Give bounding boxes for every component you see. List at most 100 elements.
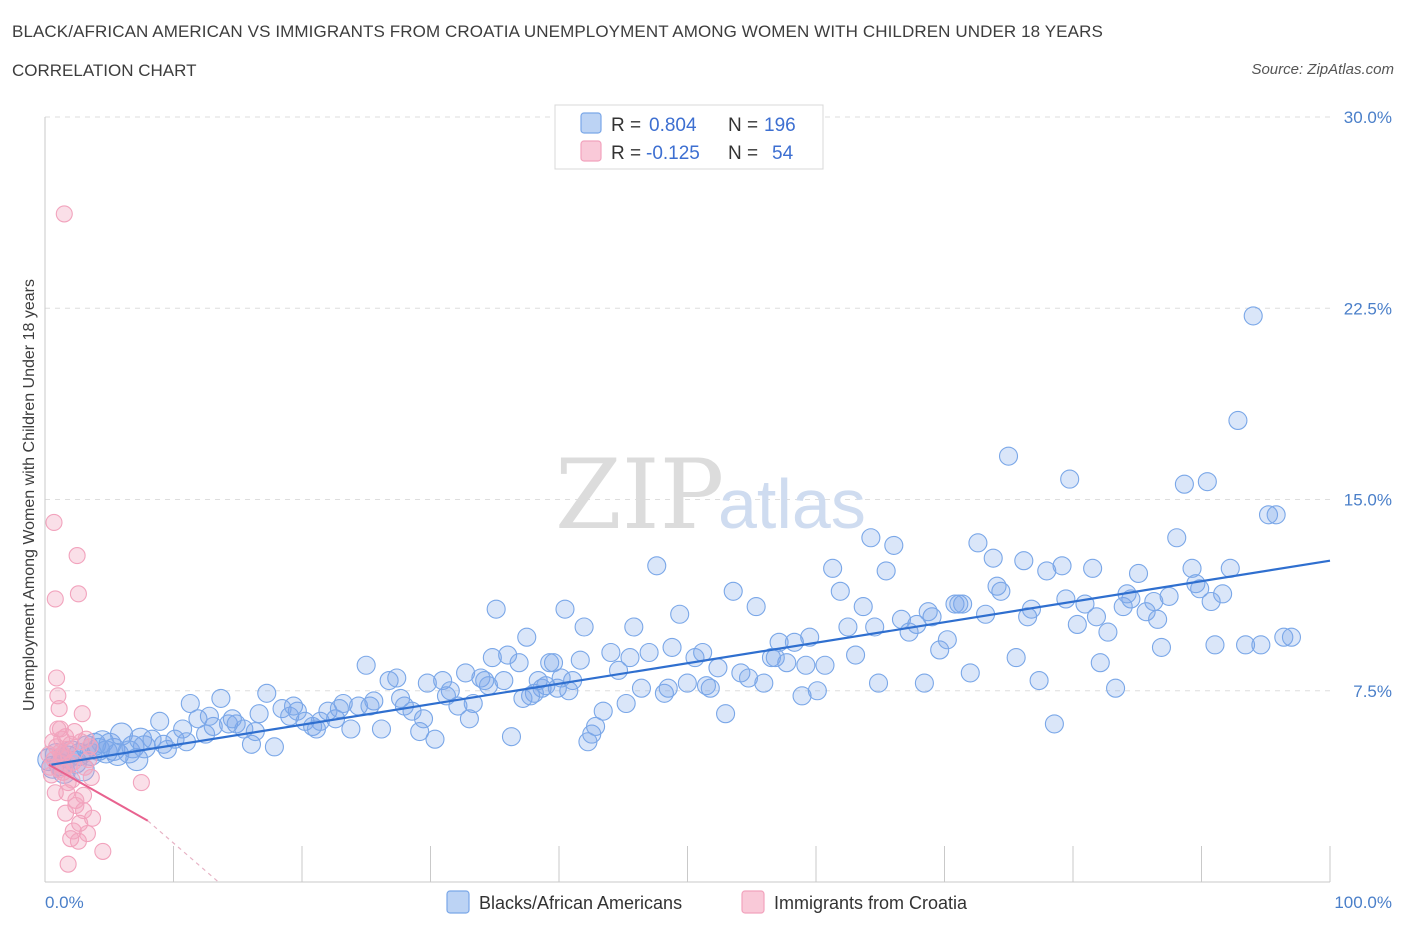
blue-point-85 xyxy=(574,617,594,637)
y-tick-label-1: 15.0% xyxy=(1344,491,1392,510)
blue-point-123 xyxy=(853,597,873,617)
blue-point-125 xyxy=(868,673,889,693)
legend-n-label-1: N = xyxy=(728,115,758,136)
blue-point-59 xyxy=(387,668,407,688)
legend-swatch-pink xyxy=(580,140,602,162)
blue-point-36 xyxy=(211,688,231,708)
blue-point-64 xyxy=(425,729,445,749)
pink-point-22 xyxy=(68,547,86,565)
blue-point-170 xyxy=(1213,584,1233,604)
blue-point-191 xyxy=(949,594,969,614)
chart-subtitle: CORRELATION CHART xyxy=(12,61,197,80)
y-axis-label: Unemployment Among Women with Children U… xyxy=(21,279,38,711)
blue-point-43 xyxy=(264,737,284,757)
blue-point-126 xyxy=(876,561,896,581)
blue-point-212 xyxy=(513,688,533,708)
blue-point-97 xyxy=(654,683,674,703)
blue-point-127 xyxy=(884,535,904,555)
blue-point-35 xyxy=(203,716,223,737)
trend-line-blacks xyxy=(51,559,1331,766)
blue-point-211 xyxy=(475,670,495,691)
blue-point-206 xyxy=(360,696,380,716)
blue-point-163 xyxy=(1159,586,1179,606)
blue-point-131 xyxy=(914,673,934,693)
blue-point-193 xyxy=(1018,607,1038,627)
blue-point-56 xyxy=(364,691,384,711)
blue-point-133 xyxy=(930,640,950,660)
blue-point-72 xyxy=(482,648,502,668)
x-tick-label-1: 100.0% xyxy=(1334,893,1392,912)
pink-point-23 xyxy=(69,585,87,603)
blue-point-88 xyxy=(586,716,606,737)
blue-point-203 xyxy=(283,696,304,716)
blue-point-189 xyxy=(865,617,885,637)
watermark-zip: ZIP xyxy=(555,439,724,551)
blue-point-90 xyxy=(601,642,621,663)
blue-point-174 xyxy=(1243,306,1263,326)
legend-n-label-2: N = xyxy=(728,143,758,164)
pink-point-52 xyxy=(75,802,93,820)
blue-point-181 xyxy=(521,686,541,706)
series-croatia-points xyxy=(40,205,150,873)
blue-point-184 xyxy=(620,648,640,668)
blue-point-22 xyxy=(125,748,149,772)
blue-point-134 xyxy=(937,630,957,650)
blue-point-109 xyxy=(746,597,766,617)
blue-point-154 xyxy=(1090,653,1110,673)
pink-point-32 xyxy=(81,738,99,756)
blue-point-94 xyxy=(631,678,652,698)
blue-point-104 xyxy=(708,658,728,678)
pink-point-45 xyxy=(58,784,76,802)
trend-line-croatia xyxy=(48,763,149,822)
y-tick-label-3: 30.0% xyxy=(1344,108,1392,127)
legend-r-value-1: 0.804 xyxy=(649,115,697,136)
blue-point-162 xyxy=(1151,637,1172,657)
pink-point-46 xyxy=(59,855,77,873)
blue-point-93 xyxy=(624,617,644,637)
blue-point-115 xyxy=(792,686,812,706)
blue-point-77 xyxy=(517,627,537,647)
trend-lines xyxy=(48,559,1331,883)
blue-point-124 xyxy=(861,528,881,548)
blue-point-176 xyxy=(1258,505,1279,525)
blue-point-200 xyxy=(199,706,219,726)
blue-point-98 xyxy=(662,637,682,657)
blue-point-166 xyxy=(1182,558,1202,578)
blue-point-172 xyxy=(1228,410,1248,431)
blue-point-118 xyxy=(815,655,835,675)
blue-point-63 xyxy=(417,673,437,693)
pink-point-51 xyxy=(132,773,150,792)
legend-bottom-swatch-pink xyxy=(741,890,765,914)
blue-point-168 xyxy=(1197,472,1217,492)
blue-point-52 xyxy=(333,693,353,714)
legend-top: R = 0.804 N = 196 R = -0.125 N = 54 xyxy=(554,104,824,170)
legend-r-value-2: -0.125 xyxy=(646,143,700,164)
blue-point-175 xyxy=(1251,635,1271,655)
blue-point-208 xyxy=(413,709,434,729)
blue-point-186 xyxy=(696,676,717,696)
blue-point-178 xyxy=(1274,627,1294,647)
blue-point-165 xyxy=(1174,474,1194,494)
watermark: ZIP atlas xyxy=(555,439,866,551)
blue-point-100 xyxy=(677,673,697,693)
blue-point-46 xyxy=(287,701,307,721)
blue-point-157 xyxy=(1113,597,1133,617)
pink-point-35 xyxy=(45,513,63,532)
blue-point-192 xyxy=(987,576,1007,596)
blue-point-26 xyxy=(150,711,170,731)
blue-point-75 xyxy=(501,727,522,747)
source-label: Source: ZipAtlas.com xyxy=(1251,61,1394,78)
pink-point-38 xyxy=(49,687,67,705)
blue-point-106 xyxy=(723,581,743,601)
blue-point-58 xyxy=(379,670,399,691)
pink-point-39 xyxy=(50,700,68,718)
blue-point-151 xyxy=(1067,614,1087,635)
blue-point-161 xyxy=(1144,591,1164,612)
pink-point-29 xyxy=(77,730,95,748)
blue-point-42 xyxy=(257,683,277,703)
blue-point-143 xyxy=(1006,648,1026,668)
blue-point-179 xyxy=(1281,627,1301,647)
legend-n-value-2: 54 xyxy=(772,143,794,164)
blue-point-188 xyxy=(796,655,816,675)
blue-point-89 xyxy=(593,701,613,721)
